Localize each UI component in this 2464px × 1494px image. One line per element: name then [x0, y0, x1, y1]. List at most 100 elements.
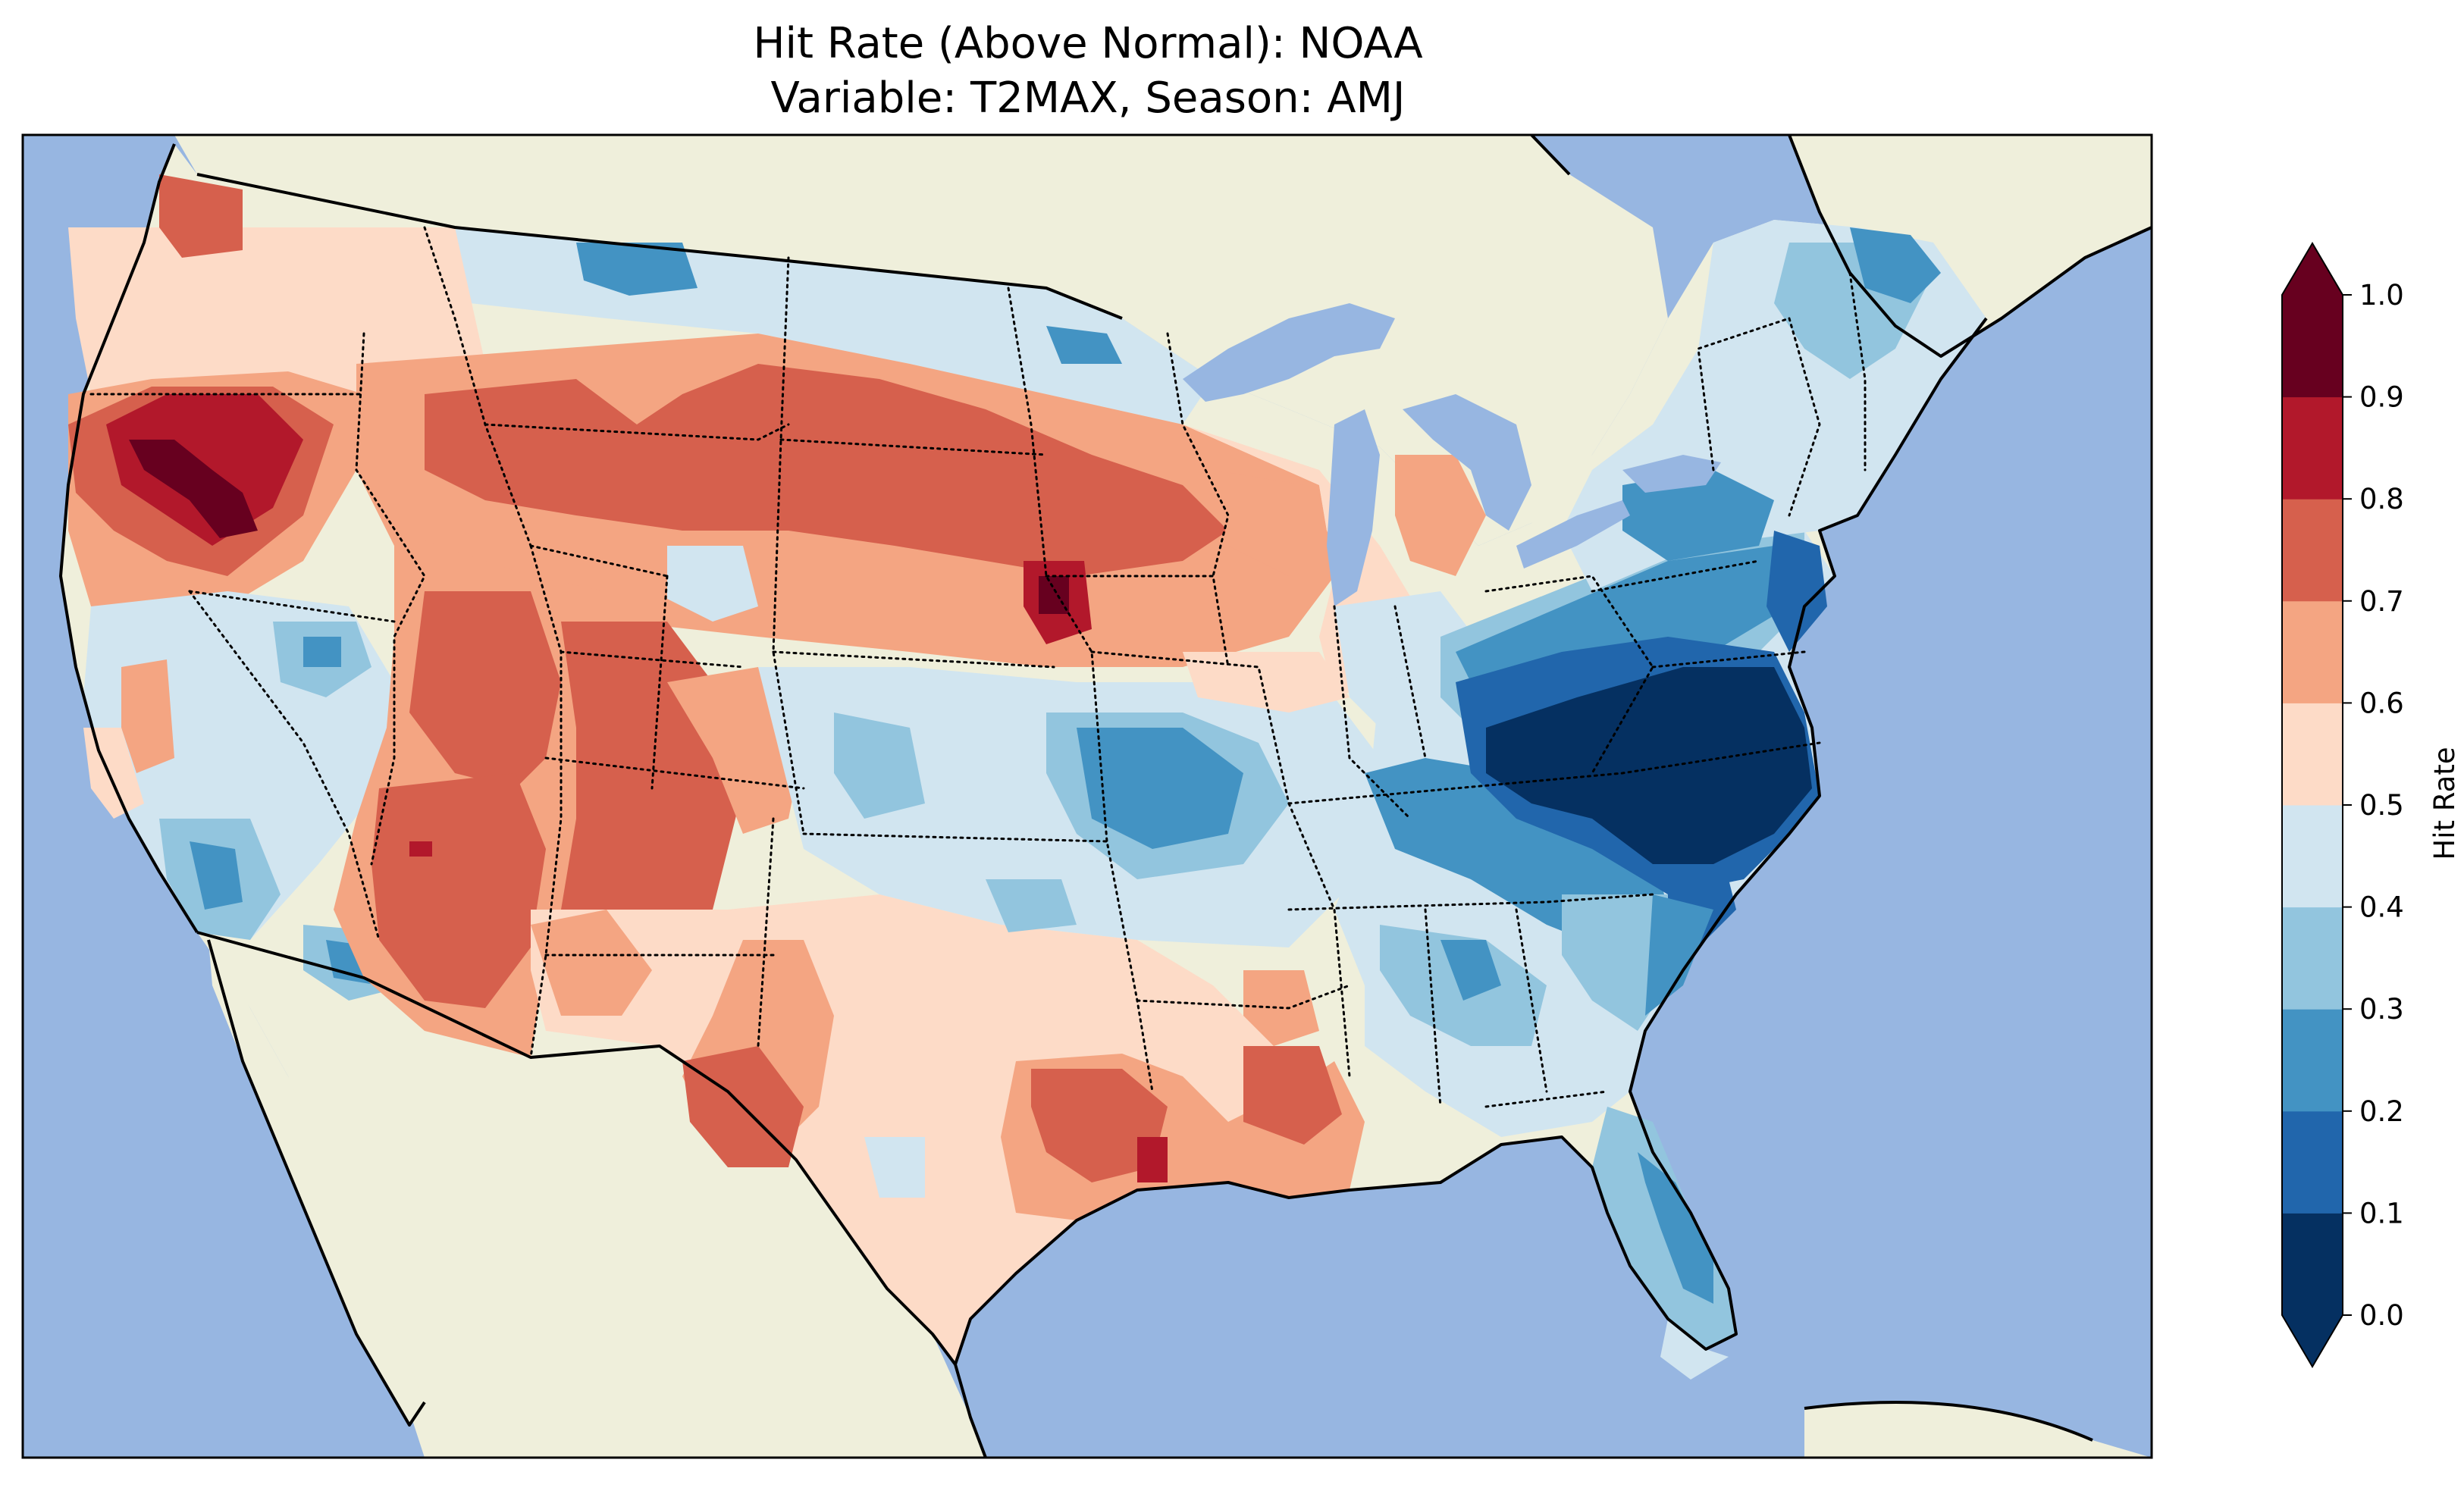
heat-region: [1039, 576, 1069, 614]
colorbar-tick-label: 0.3: [2359, 993, 2404, 1026]
colorbar-tick-label: 0.8: [2359, 483, 2404, 515]
state-borders: [89, 226, 1867, 1108]
heat-region: [1077, 728, 1243, 849]
state-border: [484, 423, 790, 441]
state-border: [1287, 741, 1821, 805]
heat-region: [409, 841, 432, 857]
cuba-coastline: [1804, 1401, 2093, 1442]
colorbar-bin: [2282, 703, 2343, 806]
state-border: [1424, 908, 1442, 1108]
heat-region: [68, 227, 485, 394]
heat-region: [1850, 227, 1941, 303]
chart-title: Hit Rate (Above Normal): NOAA: [753, 19, 1422, 68]
colorbar-bin: [2282, 907, 2343, 1010]
us-coastline: [59, 143, 199, 934]
map-area: [23, 135, 2152, 1458]
chart-subtitle: Variable: T2MAX, Season: AMJ: [771, 74, 1406, 123]
great-lakes: [1183, 303, 1721, 606]
state-border: [1166, 332, 1230, 578]
state-border: [772, 256, 805, 835]
colorbar: 0.0 0.1 0.2 0.3 0.4 0.5 0.6 0.7 0.8 0.9 1.0: [2281, 242, 2404, 1368]
state-border: [423, 226, 532, 547]
colorbar-tick-label: 0.5: [2359, 789, 2404, 822]
heat-region: [1660, 1319, 1729, 1380]
colorbar-tick-label: 0.0: [2359, 1299, 2404, 1332]
state-border: [560, 650, 745, 669]
heat-region: [371, 773, 546, 1008]
us-mexico-border: [196, 931, 957, 1366]
state-border: [779, 438, 1048, 456]
state-border: [772, 650, 1055, 669]
cuba-land: [1804, 1402, 2152, 1458]
state-border: [1788, 317, 1821, 517]
heat-region: [159, 174, 243, 258]
heat-region: [1486, 667, 1812, 864]
map-frame: [21, 133, 2153, 1459]
colorbar-bin: [2282, 295, 2343, 398]
heat-region: [303, 637, 341, 667]
heat-region: [190, 841, 243, 910]
heat-region: [1645, 894, 1713, 1016]
state-border: [188, 590, 396, 623]
colorbar-tick-label: 0.6: [2359, 687, 2404, 719]
colorbar-tick-label: 0.4: [2359, 891, 2404, 924]
heat-region: [1440, 940, 1501, 1001]
heat-region: [409, 591, 561, 788]
state-border: [1007, 287, 1108, 843]
state-border: [802, 832, 1154, 1093]
heat-region: [1031, 1069, 1168, 1182]
state-border: [1484, 575, 1654, 775]
colorbar-bin: [2282, 499, 2343, 602]
colorbar-bin: [2282, 396, 2343, 500]
state-border: [757, 817, 775, 1048]
heat-region: [576, 243, 698, 296]
state-border: [1697, 317, 1791, 471]
mexico-coastline: [954, 1364, 987, 1458]
state-border: [1090, 650, 1290, 805]
colorbar-tick-label: 0.7: [2359, 585, 2404, 618]
baja-coastline: [207, 939, 426, 1427]
heat-region: [425, 364, 1228, 576]
state-border: [1651, 650, 1806, 669]
lake-michigan: [1327, 409, 1380, 606]
state-border: [529, 544, 669, 578]
heat-region: [1622, 470, 1774, 561]
heat-region: [1243, 1046, 1342, 1145]
state-border: [1287, 893, 1654, 911]
heat-region: [129, 440, 258, 538]
colorbar-tick-label: 0.2: [2359, 1095, 2404, 1128]
colorbar-extend-min: [2282, 1315, 2343, 1367]
state-border: [1484, 1090, 1609, 1108]
heat-region: [864, 1137, 925, 1198]
canada-land: [174, 135, 1668, 546]
heat-region: [1046, 326, 1122, 364]
colorbar-bin: [2282, 805, 2343, 908]
state-border: [188, 590, 381, 941]
state-border: [1045, 575, 1230, 669]
state-border: [544, 756, 805, 790]
lake-huron: [1403, 394, 1531, 531]
state-border: [1136, 984, 1351, 1010]
baja-land: [208, 940, 425, 1425]
state-border: [1591, 559, 1760, 593]
state-border: [1287, 802, 1351, 1078]
heat-region: [1395, 455, 1486, 576]
heat-region: [531, 910, 652, 1016]
heat-regions: [68, 174, 1986, 1380]
state-border: [355, 332, 426, 866]
heat-region: [667, 546, 758, 622]
heat-region: [986, 879, 1077, 932]
heat-region: [1137, 1137, 1168, 1182]
heat-region: [1638, 1152, 1713, 1304]
state-border: [650, 575, 669, 790]
colorbar-label: Hit Rate: [2428, 747, 2461, 860]
colorbar-tick-label: 0.9: [2359, 381, 2404, 414]
state-border: [1848, 271, 1867, 471]
colorbar-bin: [2282, 600, 2343, 703]
canada-coastline: [1530, 135, 2152, 358]
mexico-land: [197, 932, 986, 1458]
heat-region: [834, 713, 925, 819]
lake-ontario: [1622, 455, 1721, 493]
us-canada-border: [196, 173, 1123, 320]
colorbar-bin: [2282, 1213, 2343, 1316]
